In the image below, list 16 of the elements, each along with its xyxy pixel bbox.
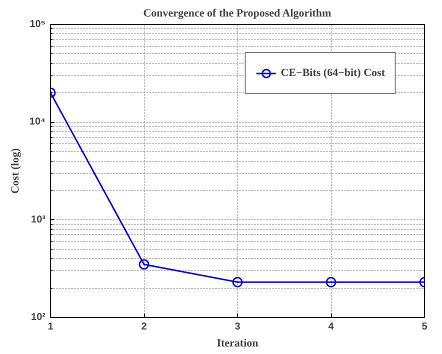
y-tick-label: 10² [31,312,46,323]
y-tick-label: 10⁵ [30,19,46,30]
x-tick-label: 1 [48,322,54,332]
point [138,259,150,270]
y-axis-title: Cost (log) [9,148,22,194]
point [326,276,336,288]
x-axis-title: Iteration [216,338,258,350]
point [232,276,243,288]
x-tick-label: 2 [141,322,148,332]
x-tick-label: 5 [422,322,428,332]
legend-label: CE−Bits (64−bit) Cost [280,67,385,79]
x-tick-label: 3 [234,322,241,332]
chart-title: Convergence of the Proposed Algorithm [143,8,332,20]
y-tick-label: 10³ [31,214,46,226]
y-tick-label: 10⁴ [29,116,46,128]
x-tick-label: 4 [328,322,334,332]
